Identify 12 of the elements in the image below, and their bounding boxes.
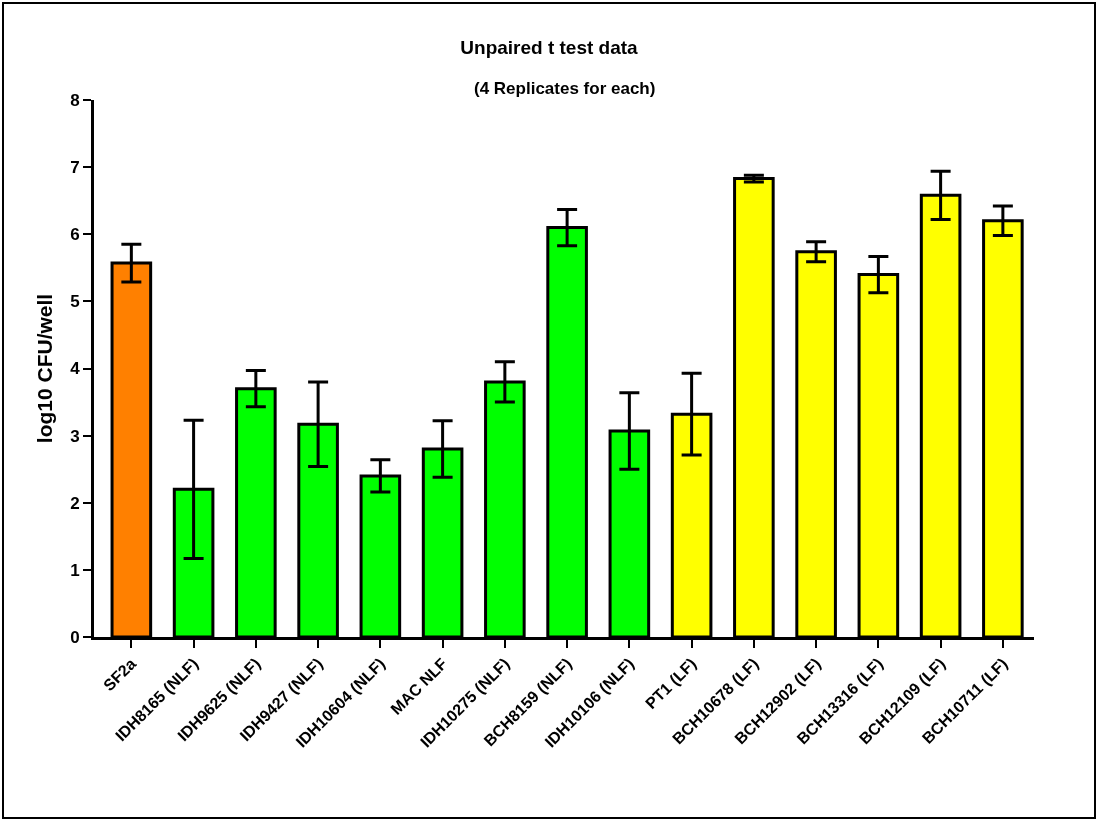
y-tick-label: 6	[70, 225, 80, 245]
chart-subtitle: (4 Replicates for each)	[474, 79, 656, 98]
y-tick-label: 8	[70, 90, 80, 110]
y-tick-label: 5	[70, 292, 80, 312]
y-tick-label: 3	[70, 426, 80, 446]
y-tick-label: 0	[70, 627, 80, 647]
y-tick-label: 1	[70, 560, 80, 580]
chart-title: Unpaired t test data	[460, 36, 639, 58]
y-axis-title: log10 CFU/well	[33, 293, 57, 444]
y-tick-label: 2	[70, 493, 80, 513]
y-tick-label: 7	[70, 158, 80, 178]
y-tick-label: 4	[70, 359, 81, 379]
